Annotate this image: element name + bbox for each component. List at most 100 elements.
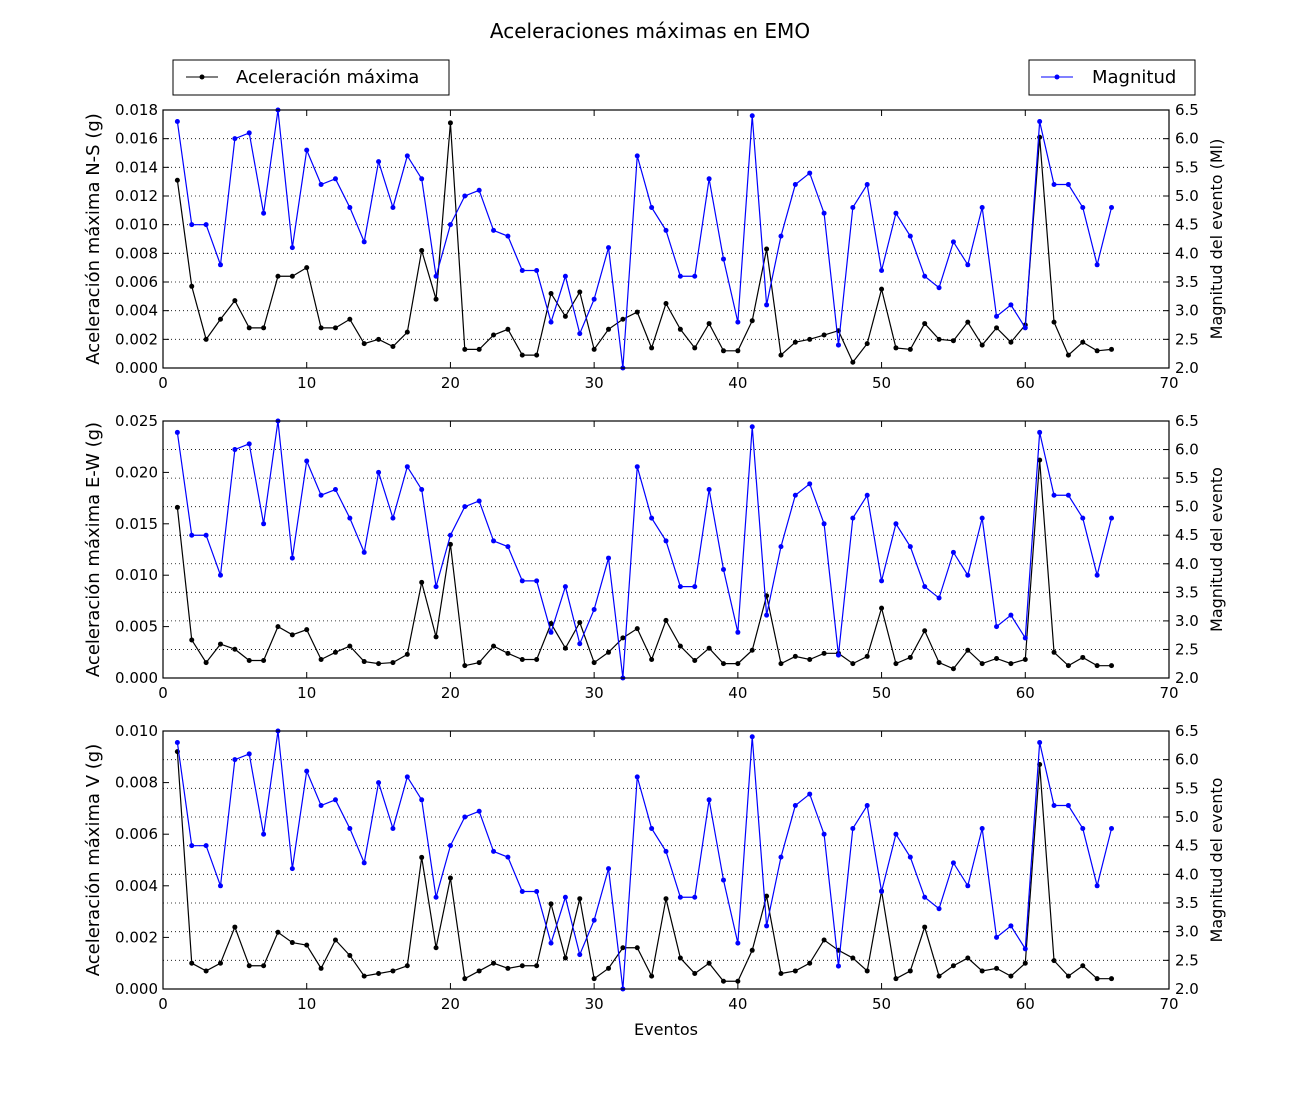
accel-point (591, 976, 597, 982)
magnitude-point (419, 797, 425, 803)
accel-point (505, 965, 511, 971)
y-tick-label: 0.000 (115, 359, 158, 377)
magnitude-point (203, 222, 209, 228)
magnitude-point (505, 233, 511, 239)
magnitude-point (534, 578, 540, 584)
accel-point (620, 635, 626, 641)
accel-point (807, 960, 813, 966)
accel-point (275, 929, 281, 935)
accel-point (1051, 649, 1057, 655)
magnitude-point (821, 831, 827, 837)
magnitude-point (692, 273, 698, 279)
magnitude-point (864, 182, 870, 188)
accel-point (850, 661, 856, 667)
accel-point (519, 352, 525, 358)
accel-point (289, 940, 295, 946)
accel-point (994, 965, 1000, 971)
magnitude-point (720, 877, 726, 883)
y-tick-label: 0.010 (115, 566, 158, 584)
accel-point (994, 655, 1000, 661)
y-tick-label: 0.008 (115, 774, 158, 792)
accel-point (649, 345, 655, 351)
magnitude-point (447, 222, 453, 228)
y2-tick-label: 3.0 (1175, 923, 1199, 941)
magnitude-point (965, 572, 971, 578)
magnitude-point (979, 515, 985, 521)
accel-point (850, 955, 856, 961)
y2-tick-label: 3.0 (1175, 302, 1199, 320)
accel-point (318, 965, 324, 971)
magnitude-point (606, 245, 612, 251)
y-tick-label: 0.005 (115, 618, 158, 636)
magnitude-point (404, 774, 410, 780)
accel-point (706, 645, 712, 651)
magnitude-point (1022, 325, 1028, 331)
accel-point (792, 968, 798, 974)
y-tick-label: 0.006 (115, 273, 158, 291)
magnitude-point (376, 780, 382, 786)
magnitude-point (649, 515, 655, 521)
accel-point (261, 658, 267, 664)
accel-point (749, 647, 755, 653)
accel-point (706, 960, 712, 966)
magnitude-point (706, 176, 712, 182)
legend-magnitude: Magnitud (1028, 59, 1196, 96)
accel-point (505, 326, 511, 332)
accel-point (577, 289, 583, 295)
accel-point (720, 348, 726, 354)
magnitude-point (1022, 946, 1028, 952)
magnitude-point (1080, 515, 1086, 521)
magnitude-point (519, 578, 525, 584)
accel-point (404, 651, 410, 657)
magnitude-point (433, 894, 439, 900)
x-tick-label: 30 (585, 374, 604, 392)
magnitude-point (174, 739, 180, 745)
magnitude-point (792, 182, 798, 188)
accel-point (1080, 654, 1086, 660)
accel-point (950, 963, 956, 969)
legend-accel-label: Aceleración máxima (236, 67, 419, 88)
accel-point (548, 290, 554, 296)
x-tick-label: 40 (728, 995, 747, 1013)
magnitude-point (577, 331, 583, 337)
accel-point (893, 345, 899, 351)
y2-tick-label: 5.0 (1175, 808, 1199, 826)
magnitude-point (893, 831, 899, 837)
accel-point (390, 344, 396, 349)
accel-point (1094, 663, 1100, 669)
accel-point (677, 326, 683, 332)
y2-tick-label: 5.5 (1175, 779, 1199, 797)
magnitude-point (1008, 612, 1014, 618)
y2-tick-label: 6.0 (1175, 130, 1199, 148)
plot-frame (162, 109, 1170, 369)
y-tick-label: 0.010 (115, 216, 158, 234)
magnitude-point (720, 566, 726, 572)
magnitude-point (476, 808, 482, 814)
magnitude-point (907, 544, 913, 550)
y2-tick-label: 6.5 (1175, 722, 1199, 740)
magnitude-point (1109, 515, 1115, 521)
magnitude-point (476, 187, 482, 193)
accel-point (922, 924, 928, 930)
y2-tick-label: 6.5 (1175, 101, 1199, 119)
accel-point (491, 643, 497, 649)
magnitude-point (318, 492, 324, 498)
accel-point (232, 924, 238, 930)
accel-point (203, 968, 209, 974)
y-tick-label: 0.020 (115, 463, 158, 481)
x-tick-label: 20 (441, 684, 460, 702)
magnitude-point (879, 578, 885, 584)
y-tick-label: 0.002 (115, 928, 158, 946)
accel-point (491, 332, 497, 338)
y2-tick-label: 4.0 (1175, 244, 1199, 262)
y-axis-label: Aceleración máxima N-S (g) (83, 113, 104, 365)
accel-point (548, 901, 554, 907)
magnitude-point (491, 538, 497, 544)
magnitude-point (433, 273, 439, 279)
accel-point (792, 339, 798, 345)
y-tick-label: 0.014 (115, 158, 158, 176)
accel-point (606, 326, 612, 332)
accel-point (462, 976, 468, 982)
accel-point (821, 937, 827, 943)
accel-point (922, 321, 928, 327)
